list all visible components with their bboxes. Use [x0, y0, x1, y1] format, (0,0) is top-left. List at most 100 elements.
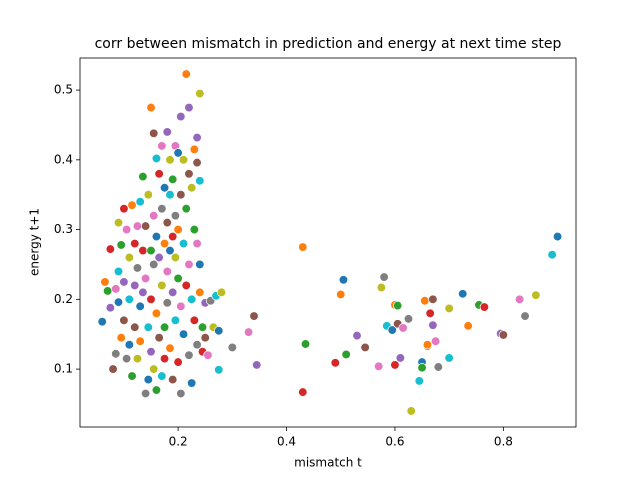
scatter-point — [197, 322, 208, 332]
scatter-point — [173, 224, 183, 235]
scatter-point — [143, 190, 153, 200]
scatter-point — [425, 308, 435, 318]
scatter-point — [151, 385, 162, 395]
scatter-point — [159, 183, 170, 193]
x-tick-label: 0.2 — [169, 435, 188, 449]
scatter-point — [428, 320, 438, 330]
scatter-point — [298, 387, 308, 397]
scatter-point — [138, 287, 148, 298]
scatter-point — [444, 303, 454, 314]
scatter-point — [135, 301, 145, 311]
scatter-point — [143, 374, 153, 385]
scatter-point — [192, 157, 202, 168]
scatter-point — [433, 362, 443, 372]
scatter-point — [531, 290, 541, 300]
scatter-point — [374, 361, 384, 371]
scatter-point — [458, 289, 468, 299]
scatter-point — [102, 286, 113, 296]
scatter-point — [143, 322, 153, 332]
scatter-point — [414, 376, 424, 386]
scatter-point — [124, 294, 134, 304]
scatter-point — [113, 266, 124, 277]
scatter-point — [249, 311, 259, 321]
scatter-point — [162, 266, 172, 277]
y-axis-label: energy t+1 — [28, 208, 42, 276]
scatter-point — [168, 231, 178, 242]
scatter-point — [149, 259, 159, 270]
scatter-point — [151, 153, 162, 164]
x-tick-label: 0.6 — [385, 435, 404, 449]
scatter-point — [151, 231, 162, 242]
scatter-point — [417, 363, 427, 373]
scatter-point — [498, 330, 509, 340]
scatter-point — [173, 357, 183, 367]
scatter-point — [341, 349, 351, 360]
scatter-point — [214, 326, 224, 336]
scatter-point — [195, 88, 205, 99]
scatter-point — [187, 183, 197, 193]
scatter-point — [479, 302, 490, 312]
scatter-point — [428, 294, 438, 304]
y-tick-label: 0.1 — [54, 362, 73, 376]
scatter-point — [116, 240, 126, 250]
scatter-point — [187, 378, 197, 388]
scatter-point — [181, 204, 191, 214]
scatter-point — [184, 259, 194, 270]
scatter-point — [178, 329, 189, 339]
scatter-point — [243, 327, 254, 337]
scatter-point — [195, 287, 205, 298]
scatter-point — [159, 353, 170, 364]
scatter-point — [514, 294, 525, 304]
scatter-point — [165, 245, 175, 256]
scatter-point — [140, 273, 151, 284]
scatter-point — [140, 388, 151, 399]
scatter-point — [216, 287, 227, 298]
scatter-point — [130, 238, 140, 249]
scatter-point — [390, 360, 400, 370]
scatter-point — [149, 128, 159, 138]
scatter-point — [97, 317, 107, 327]
scatter-point — [149, 364, 159, 374]
scatter-point — [119, 315, 129, 325]
scatter-point — [111, 284, 121, 294]
scatter-point — [395, 353, 406, 363]
scatter-point — [162, 127, 172, 137]
scatter-point — [113, 297, 124, 307]
scatter-point — [227, 342, 237, 353]
scatter-point — [360, 342, 370, 353]
scatter-point — [393, 300, 403, 311]
scatter-point — [300, 339, 311, 349]
scatter-point — [132, 221, 143, 231]
scatter-point — [154, 169, 164, 179]
scatter-point — [176, 190, 186, 200]
y-tick-label: 0.2 — [54, 292, 73, 306]
scatter-point — [157, 280, 167, 291]
scatter-point — [168, 287, 178, 298]
scatter-point — [184, 350, 194, 360]
x-axis-label: mismatch t — [294, 456, 362, 470]
scatter-point — [165, 343, 175, 353]
scatter-point — [154, 252, 164, 263]
scatter-point — [165, 190, 175, 200]
scatter-point — [146, 294, 156, 304]
scatter-point — [195, 259, 205, 270]
scatter-point — [298, 242, 308, 252]
scatter-point — [157, 371, 167, 381]
scatter-point — [146, 245, 156, 256]
scatter-point — [130, 280, 140, 291]
scatter-point — [214, 365, 224, 375]
scatter-point — [547, 250, 557, 260]
scatter-point — [189, 224, 200, 235]
scatter-point — [178, 238, 189, 249]
scatter-point — [330, 358, 340, 368]
plot-area — [97, 69, 563, 416]
scatter-point — [168, 374, 178, 385]
scatter-point — [170, 252, 181, 263]
scatter-point — [403, 314, 414, 324]
y-tick-label: 0.4 — [54, 152, 73, 166]
scatter-point — [176, 388, 186, 399]
scatter-point — [181, 280, 191, 291]
scatter-point — [189, 315, 200, 325]
scatter-point — [135, 197, 145, 207]
scatter-point — [176, 111, 186, 122]
